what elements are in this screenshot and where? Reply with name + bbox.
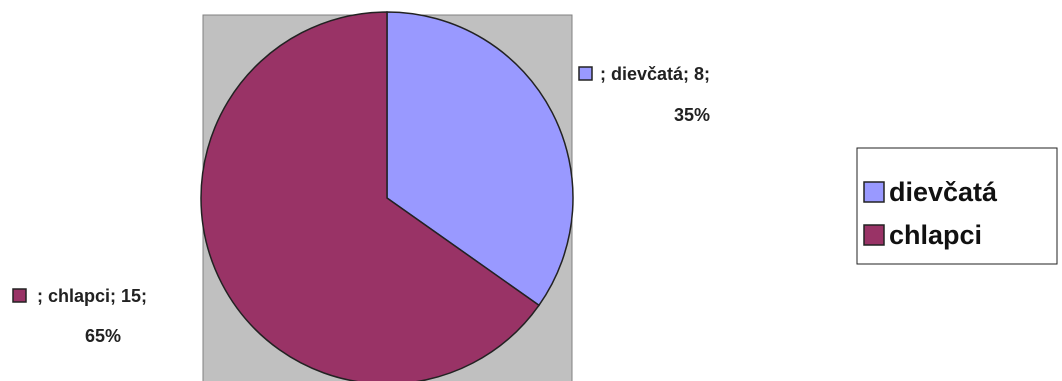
legend-swatch-chlapci xyxy=(863,224,885,246)
legend-label-chlapci: chlapci xyxy=(889,220,982,250)
data-label-chlapci: ; chlapci; 15; 65% xyxy=(12,286,147,346)
data-label-chlapci-line2: 65% xyxy=(85,326,121,346)
pie-slices xyxy=(200,11,574,381)
legend-box xyxy=(856,147,1058,265)
data-label-dievcata: ; dievčatá; 8; 35% xyxy=(578,64,710,125)
legend-swatch-dievcata xyxy=(863,181,885,203)
legend-label-dievcata: dievčatá xyxy=(889,177,998,207)
legend: dievčatá chlapci xyxy=(856,147,1058,265)
data-label-dievcata-line2: 35% xyxy=(674,105,710,125)
data-label-chlapci-swatch xyxy=(12,288,27,303)
data-label-dievcata-swatch xyxy=(578,66,593,81)
pie-slice-dievcata xyxy=(386,11,574,307)
data-label-chlapci-line1: ; chlapci; 15; xyxy=(37,286,147,306)
pie-slice-chlapci xyxy=(200,11,541,381)
data-label-dievcata-line1: ; dievčatá; 8; xyxy=(600,64,710,84)
